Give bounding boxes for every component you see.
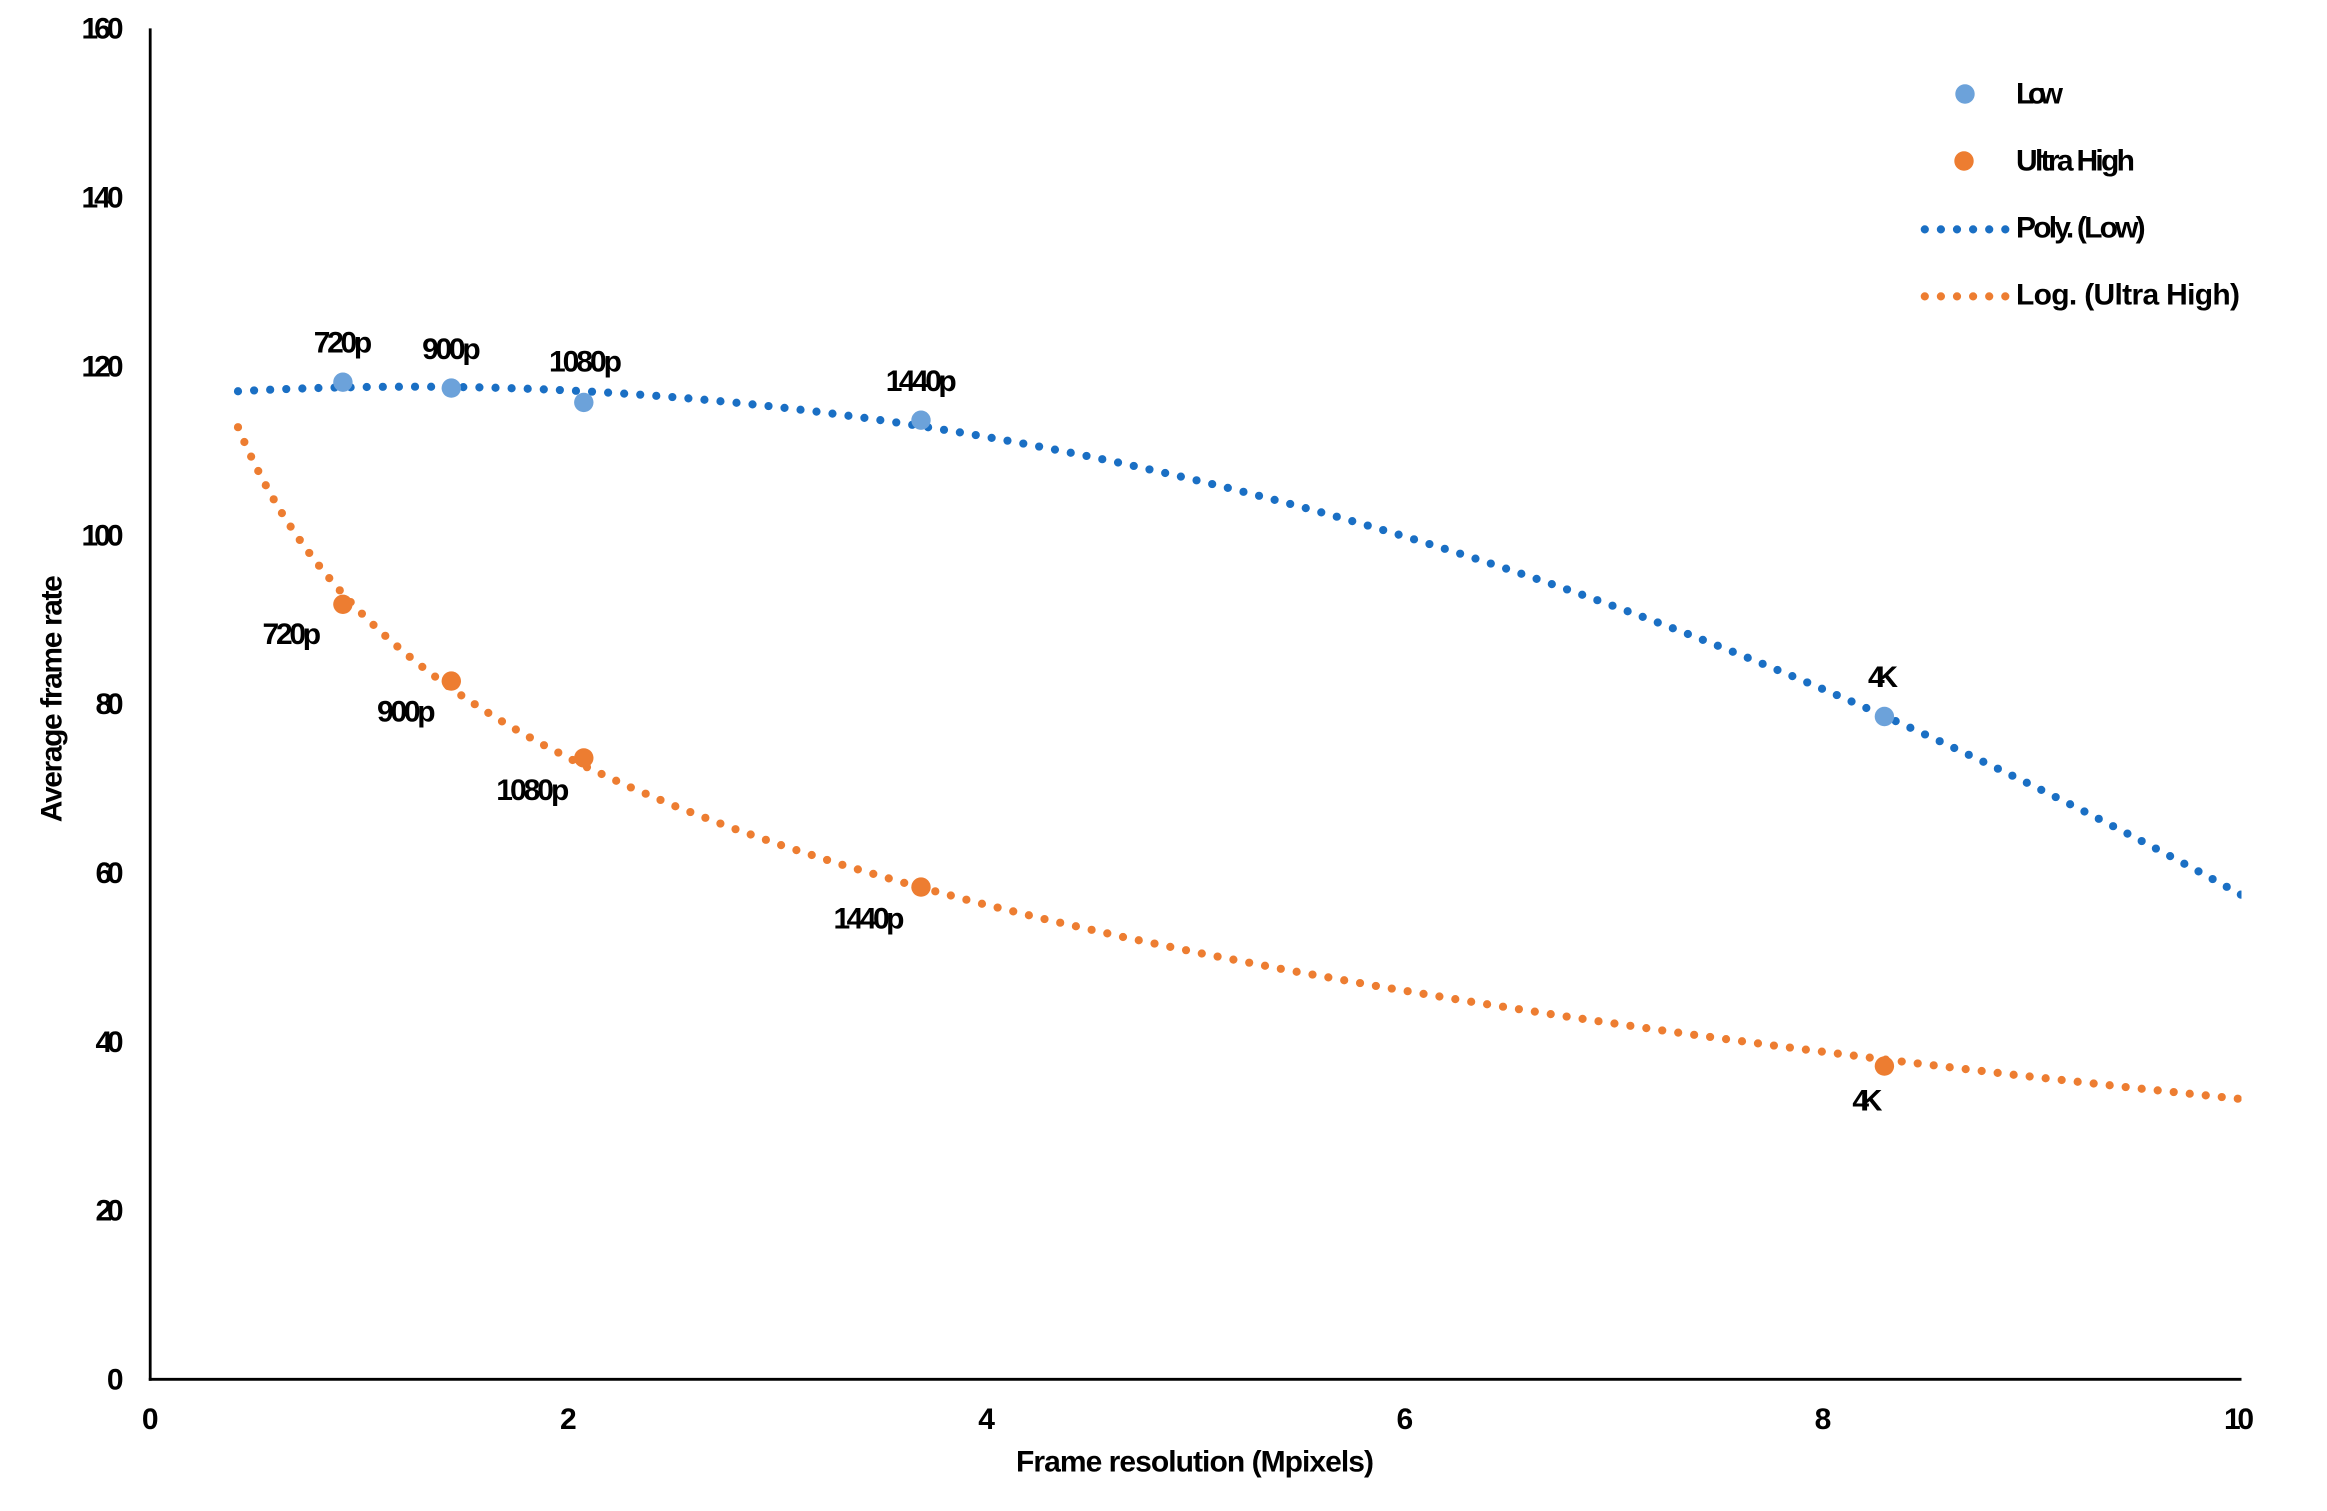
svg-text:100: 100 <box>82 519 124 552</box>
svg-text:0: 0 <box>107 1364 124 1397</box>
svg-text:Poly. (Low): Poly. (Low) <box>2016 211 2146 244</box>
svg-text:6: 6 <box>1396 1403 1413 1436</box>
svg-text:10: 10 <box>2224 1403 2254 1436</box>
svg-text:1440p: 1440p <box>834 902 905 935</box>
svg-text:900p: 900p <box>422 333 481 366</box>
svg-text:Frame resolution (Mpixels): Frame resolution (Mpixels) <box>1016 1446 1374 1479</box>
svg-text:4: 4 <box>978 1403 995 1436</box>
svg-text:80: 80 <box>96 688 124 721</box>
svg-text:120: 120 <box>82 351 124 384</box>
svg-text:900p: 900p <box>377 696 436 729</box>
svg-text:1440p: 1440p <box>886 365 957 398</box>
svg-text:0: 0 <box>142 1403 159 1436</box>
svg-text:Average frame rate: Average frame rate <box>35 575 68 822</box>
svg-text:4K: 4K <box>1852 1085 1882 1118</box>
svg-text:40: 40 <box>96 1026 124 1059</box>
svg-text:2: 2 <box>560 1403 577 1436</box>
svg-text:1080p: 1080p <box>549 346 622 379</box>
svg-text:140: 140 <box>82 182 124 215</box>
svg-text:20: 20 <box>96 1195 124 1228</box>
svg-text:Log. (Ultra High): Log. (Ultra High) <box>2016 278 2240 311</box>
svg-text:60: 60 <box>96 857 124 890</box>
svg-text:1080p: 1080p <box>496 774 569 807</box>
svg-text:720p: 720p <box>314 327 373 360</box>
svg-text:4K: 4K <box>1868 661 1898 694</box>
svg-text:Ultra High: Ultra High <box>2016 144 2135 177</box>
svg-text:160: 160 <box>82 13 124 46</box>
svg-text:8: 8 <box>1815 1403 1832 1436</box>
svg-text:720p: 720p <box>263 618 322 651</box>
svg-text:Low: Low <box>2016 77 2064 110</box>
